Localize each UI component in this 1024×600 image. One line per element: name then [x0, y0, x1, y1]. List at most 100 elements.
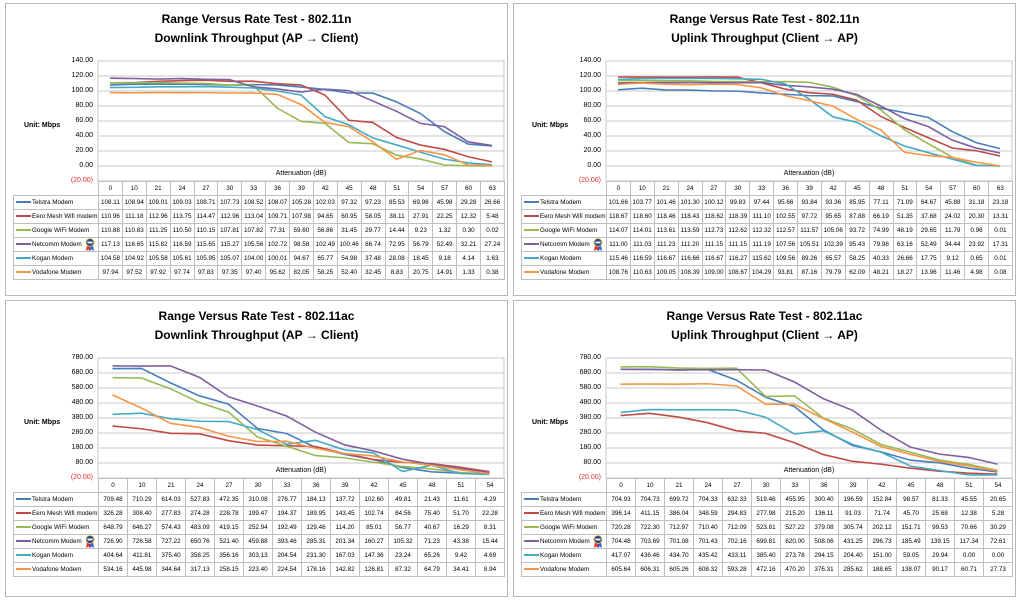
x-tick-label: 57 [432, 181, 458, 196]
table-cell: 110.96 [98, 209, 123, 224]
table-cell: 137.72 [330, 492, 360, 507]
y-tick-label: 120.00 [579, 72, 601, 79]
y-tick-label: 80.00 [583, 102, 601, 109]
series-line-google-wifi-modem [620, 365, 998, 472]
table-cell: 4.98 [964, 265, 989, 280]
table-cell: 85.95 [844, 195, 870, 210]
table-cell: 0.00 [954, 548, 984, 563]
table-cell: 102.39 [820, 237, 846, 252]
table-cell: 710.29 [127, 492, 157, 507]
table-cell: 9.23 [408, 223, 434, 238]
table-cell: 31.45 [336, 223, 362, 238]
table-cell: 51.70 [446, 506, 476, 521]
plot-area [605, 357, 1013, 479]
table-cell: 103.77 [629, 195, 655, 210]
table-cell: 110.88 [98, 223, 123, 238]
table-cell: 4.14 [456, 251, 481, 266]
table-cell: 112.32 [749, 223, 775, 238]
legend-entry: Eero Mesh Wifi modem [521, 506, 607, 521]
table-cell: 215.20 [780, 506, 810, 521]
table-cell: 59.60 [289, 223, 314, 238]
table-cell: 192.49 [272, 520, 302, 535]
table-cell: 91.03 [838, 506, 868, 521]
x-tick-label: 51 [446, 478, 476, 493]
table-cell: 29.77 [360, 223, 386, 238]
legend-label: Eero Mesh Wifi modem [32, 510, 98, 517]
table-cell: 9.42 [446, 548, 476, 563]
table-cell: 109.56 [773, 251, 798, 266]
table-cell: 151.00 [867, 548, 897, 563]
legend-label: Telstra Modem [540, 496, 582, 503]
table-cell: 111.25 [145, 223, 171, 238]
table-cell: 704.33 [693, 492, 723, 507]
legend-entry: Vodafone Modem [521, 562, 607, 577]
series-line-eero-mesh-wifi-modem [617, 76, 1001, 157]
series-line-netcomm-modem [112, 365, 490, 474]
table-cell: 431.25 [838, 534, 868, 549]
table-cell: 45.88 [940, 195, 966, 210]
table-cell: 97.40 [241, 265, 267, 280]
table-cell: 223.40 [243, 562, 273, 577]
table-cell: 52.49 [916, 237, 942, 252]
legend-swatch [524, 498, 539, 501]
table-cell: 11.79 [940, 223, 966, 238]
table-cell: 104.00 [241, 251, 267, 266]
table-row: Eero Mesh Wifi modem 326.28 308.40 277.83 27… [13, 506, 505, 521]
chart-panel-n-downlink: Range Versus Rate Test - 802.11n Downlink… [5, 3, 508, 296]
y-tick-label: 780.00 [579, 354, 601, 361]
y-axis-unit-label: Unit: Mbps [24, 419, 61, 426]
plot-area [97, 357, 505, 479]
x-tick-label: 39 [289, 181, 314, 196]
legend-entry: Netcomm Modem [13, 534, 99, 549]
x-tick-label: 36 [301, 478, 331, 493]
legend-entry: Eero Mesh Wifi modem [13, 506, 99, 521]
table-row: Kogan Modem 104.58 104.92 105.58 105.61 105.9… [13, 251, 505, 266]
legend-label: Kogan Modem [32, 255, 73, 262]
table-cell: 108.94 [121, 195, 147, 210]
legend-label: Netcomm Modem [32, 538, 82, 545]
table-row: Google WiFi Modem 110.88 110.83 111.25 110.5… [13, 223, 505, 238]
table-cell: 108.67 [725, 265, 751, 280]
table-cell: 45.70 [896, 506, 926, 521]
legend-entry: Vodafone Modem [13, 265, 99, 280]
y-tick-label: 280.00 [71, 429, 93, 436]
table-cell: 0.30 [456, 223, 481, 238]
table-cell: 104.29 [749, 265, 775, 280]
table-cell: 115.27 [217, 237, 243, 252]
table-cell: 184.13 [301, 492, 331, 507]
table-row: Vodafone Modem 97.94 97.52 97.92 97.74 97.83 9… [13, 265, 505, 280]
y-tick-label: 680.00 [579, 369, 601, 376]
y-tick-label: 40.00 [583, 132, 601, 139]
legend-entry: Vodafone Modem [521, 265, 607, 280]
table-cell: 274.28 [185, 506, 215, 521]
table-cell: 75.40 [417, 506, 447, 521]
series-line-vodafone-modem [109, 91, 493, 167]
table-cell: 51.35 [892, 209, 918, 224]
x-tick-label: 63 [988, 181, 1013, 196]
table-cell: 95.62 [265, 265, 290, 280]
table-cell: 0.65 [964, 251, 989, 266]
legend-entry: Google WiFi Modem [521, 223, 607, 238]
table-cell: 606.31 [635, 562, 665, 577]
table-cell: 114.47 [193, 209, 219, 224]
table-cell: 0.00 [983, 548, 1013, 563]
table-cell: 167.03 [330, 548, 360, 563]
table-cell: 87.16 [797, 265, 822, 280]
table-cell: 11.61 [446, 492, 476, 507]
table-cell: 118.39 [725, 209, 751, 224]
table-cell: 115.62 [749, 251, 775, 266]
table-cell: 109.01 [145, 195, 171, 210]
medal-band [595, 241, 601, 244]
table-cell: 385.40 [751, 548, 781, 563]
table-cell: 508.06 [809, 534, 839, 549]
table-cell: 105.61 [169, 251, 195, 266]
table-cell: 147.36 [359, 548, 389, 563]
table-cell: 59.05 [896, 548, 926, 563]
legend-swatch [16, 498, 31, 501]
table-cell: 100.46 [336, 237, 362, 252]
table-cell: 294.15 [809, 548, 839, 563]
table-cell: 45.98 [432, 195, 458, 210]
table-cell: 56.77 [388, 520, 418, 535]
table-cell: 632.33 [722, 492, 752, 507]
table-cell: 107.56 [773, 237, 798, 252]
